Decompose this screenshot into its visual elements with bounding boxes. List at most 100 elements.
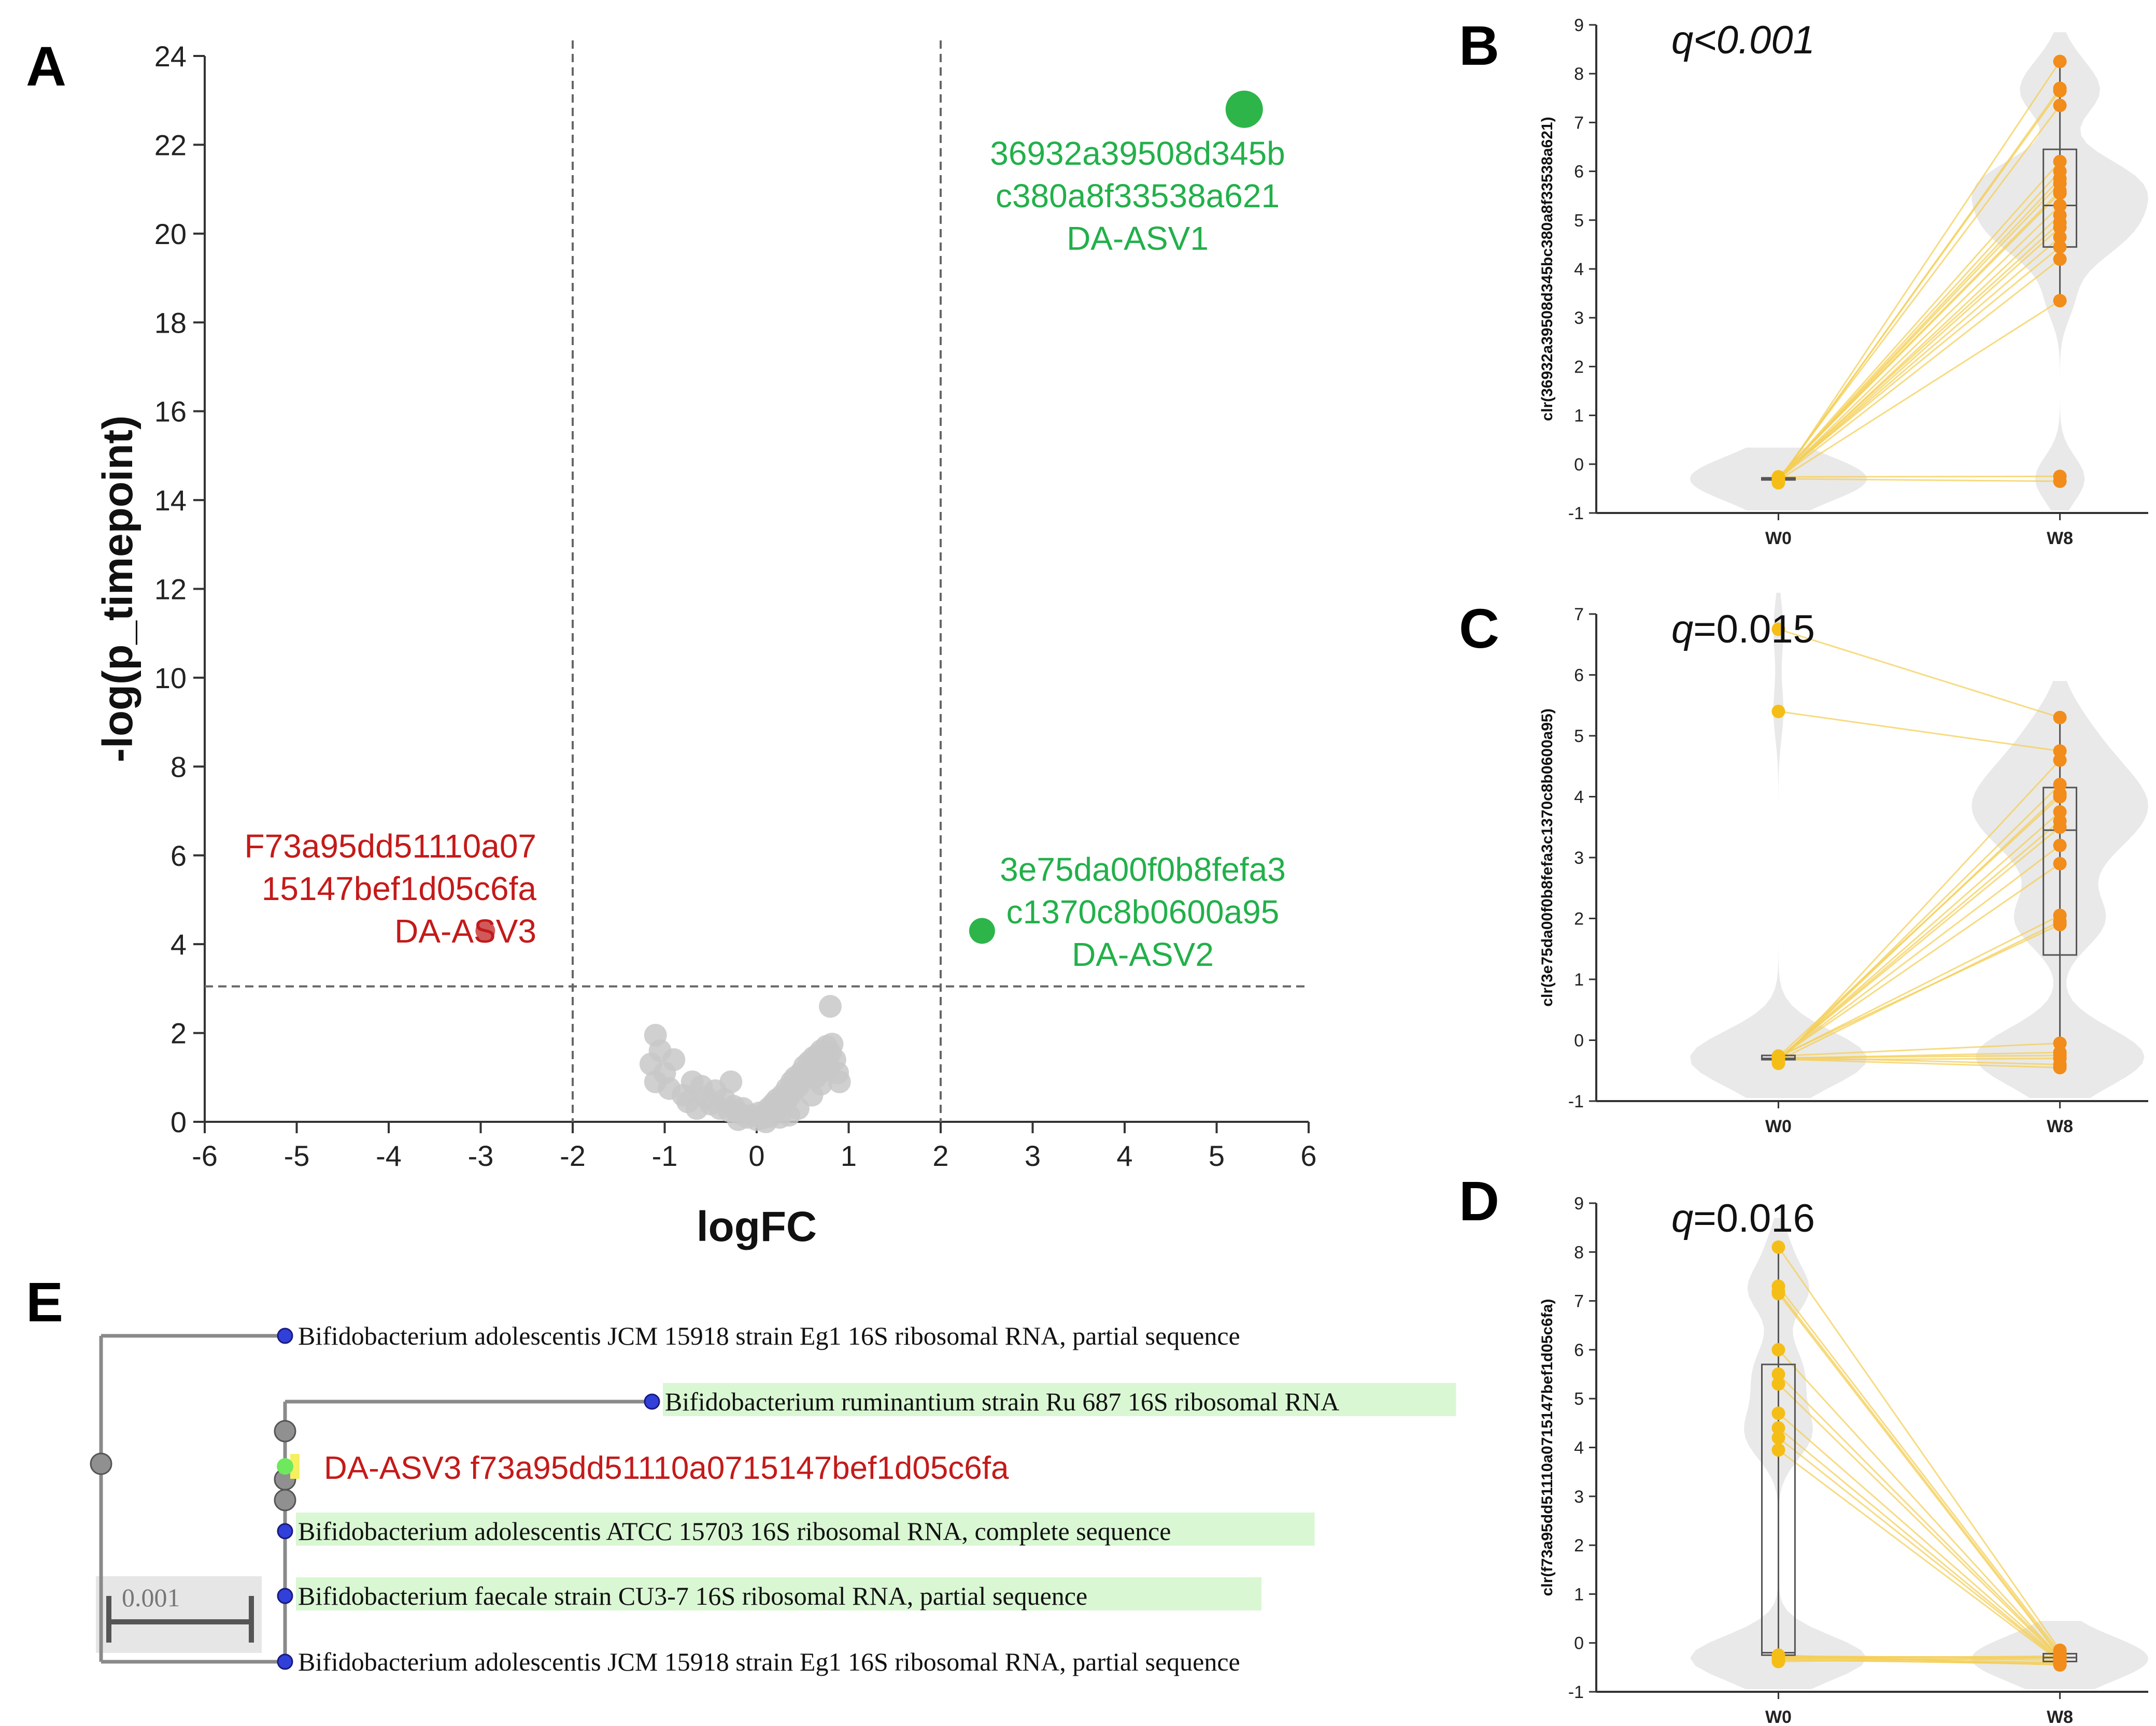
point-w0: [1771, 1443, 1785, 1457]
point-w8: [2053, 54, 2067, 68]
y-tick-label: 7: [1574, 1292, 1584, 1311]
y-tick-label: 5: [1574, 726, 1584, 746]
y-tick-label: 3: [1574, 308, 1584, 328]
pair-line: [1778, 90, 2061, 481]
x-tick-label: -1: [652, 1139, 678, 1172]
y-tick-label: 10: [154, 662, 187, 694]
x-tick-label: 1: [841, 1139, 857, 1172]
pair-line: [1778, 1290, 2061, 1656]
y-tick-label: 1: [1574, 970, 1584, 990]
y-tick-label: -1: [1568, 1682, 1584, 1702]
significant-point-3: [475, 921, 495, 941]
y-tick-label: 24: [154, 40, 187, 73]
y-tick-label: 4: [1574, 1438, 1584, 1458]
point-w8: [2053, 915, 2067, 929]
point-label-line: DA-ASV2: [1072, 936, 1214, 973]
point-w0: [1771, 1367, 1785, 1381]
non-significant-point: [727, 1108, 750, 1131]
pair-line: [1778, 161, 2061, 480]
y-tick-label: 0: [1574, 1031, 1584, 1051]
y-tick-label: 0: [1574, 1634, 1584, 1653]
paired-plot-asv1: -1 0 1 2 3 4 5 6 7 8 9 W0 W8 clr(36932a39508d345bc380…: [1539, 16, 2148, 548]
pair-line: [1778, 61, 2061, 483]
x-tick-label-w8: W8: [2047, 529, 2073, 548]
pair-line: [1778, 1383, 2061, 1659]
point-w8: [2053, 186, 2067, 200]
y-tick-label: 6: [1574, 162, 1584, 182]
point-w8: [2053, 230, 2067, 244]
point-w8: [2053, 753, 2067, 767]
panel-letter-c: C: [1459, 597, 1499, 660]
q-value-annotation: q=0.016: [1671, 1196, 1815, 1240]
x-tick-label: 2: [932, 1139, 948, 1172]
point-w0: [1771, 1406, 1785, 1420]
y-tick-label: 8: [1574, 1243, 1584, 1262]
point-w0: [1771, 1421, 1785, 1435]
non-significant-point: [644, 1070, 667, 1093]
point-label-line: 15147bef1d05c6fa: [262, 870, 537, 907]
significant-point-2: [969, 918, 995, 944]
x-tick-label: -4: [376, 1139, 402, 1172]
pair-line: [1778, 1054, 2060, 1059]
x-tick-label: 4: [1116, 1139, 1132, 1172]
internal-node: [274, 1489, 296, 1511]
leaf-label: Bifidobacterium adolescentis JCM 15918 s…: [298, 1321, 1240, 1350]
non-significant-point: [662, 1048, 686, 1072]
y-tick-label: 14: [154, 484, 187, 517]
phylogenetic-tree: 0.001 Bifidobacterium adolescentis JCM 15…: [90, 1321, 1456, 1676]
point-w0: [1771, 1287, 1785, 1301]
pair-line: [1778, 796, 2061, 1058]
pair-line: [1778, 1247, 2061, 1651]
point-label-line: DA-ASV1: [1067, 220, 1209, 257]
pair-line: [1778, 863, 2061, 1059]
y-tick-label: 8: [171, 750, 187, 783]
point-w0: [1771, 1431, 1785, 1445]
pair-line: [1778, 1658, 2060, 1665]
point-w8: [2053, 198, 2067, 212]
y-tick-label: 7: [1574, 605, 1584, 624]
point-w8: [2053, 220, 2067, 234]
x-tick-label: 5: [1209, 1139, 1225, 1172]
panel-letter-e: E: [26, 1271, 63, 1333]
y-tick-label: 2: [1574, 1536, 1584, 1556]
point-w0: [1771, 1053, 1785, 1067]
leaf-node: [277, 1588, 293, 1604]
pair-line: [1778, 1058, 2060, 1061]
y-tick-label: 3: [1574, 1487, 1584, 1507]
non-significant-point: [719, 1070, 743, 1093]
point-w8: [2053, 252, 2067, 266]
point-w0: [1771, 622, 1785, 636]
y-tick-label: 2: [1574, 909, 1584, 929]
leaf-label: Bifidobacterium adolescentis ATCC 15703 …: [298, 1517, 1171, 1546]
non-significant-point: [685, 1097, 708, 1120]
pair-line: [1778, 1437, 2061, 1661]
point-w0: [1771, 1652, 1785, 1666]
y-axis-label: clr(f73a95dd51110a0715147bef1d05c6fa): [1539, 1299, 1556, 1596]
point-label-line: 36932a39508d345b: [990, 135, 1285, 172]
pair-line: [1778, 1293, 2061, 1658]
point-label-line: DA-ASV3: [394, 912, 536, 950]
y-tick-label: 22: [154, 129, 187, 161]
internal-node: [274, 1420, 296, 1443]
x-tick-label: 3: [1025, 1139, 1041, 1172]
pair-line: [1778, 205, 2061, 480]
leaf-label: Bifidobacterium faecale strain CU3-7 16S…: [298, 1581, 1087, 1610]
panel-letter-d: D: [1459, 1169, 1499, 1232]
x-tick-label-w0: W0: [1765, 529, 1792, 548]
pair-line: [1778, 1413, 2061, 1660]
paired-plot-asv2: -1 0 1 2 3 4 5 6 7 W0 W8 clr(3e75da00f0b8fefa3c1370…: [1539, 592, 2148, 1136]
q-value-annotation: q=0.015: [1671, 607, 1815, 651]
y-tick-label: 6: [1574, 1340, 1584, 1360]
y-tick-label: 7: [1574, 113, 1584, 133]
pair-line: [1778, 1657, 2060, 1661]
pair-line: [1778, 475, 2060, 478]
y-tick-label: 1: [1574, 1585, 1584, 1604]
q-value: =0.015: [1693, 607, 1815, 651]
y-tick-label: 5: [1574, 211, 1584, 231]
non-significant-point: [828, 1070, 851, 1093]
point-w0: [1771, 1343, 1785, 1357]
leaf-label-query: DA-ASV3 f73a95dd51110a0715147bef1d05c6fa: [324, 1450, 1009, 1486]
y-axis-label: -log(p_timepoint): [94, 416, 141, 763]
